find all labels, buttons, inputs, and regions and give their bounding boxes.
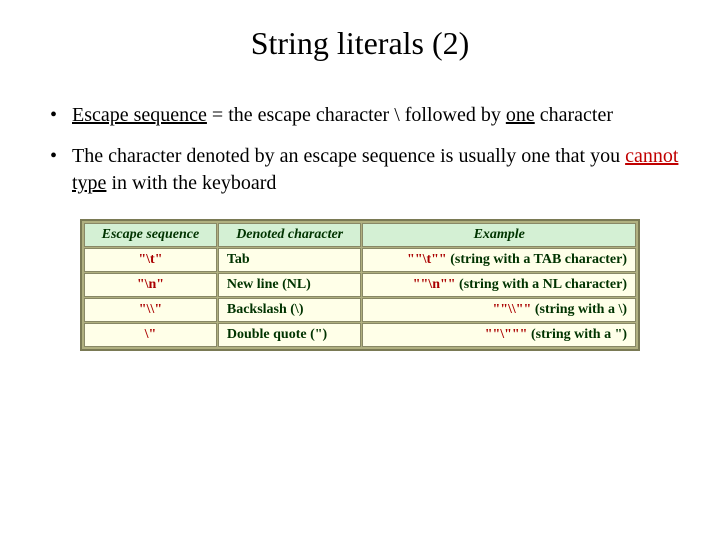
cell-example: ""\\"" (string with a \) — [362, 298, 636, 322]
cell-denoted: Double quote (") — [218, 323, 362, 347]
example-literal: ""\""" — [485, 327, 528, 342]
cell-denoted: Tab — [218, 248, 362, 272]
cell-example: ""\n"" (string with a NL character) — [362, 273, 636, 297]
example-desc: (string with a NL character) — [456, 277, 627, 292]
table-row: "\t" Tab ""\t"" (string with a TAB chara… — [84, 248, 636, 272]
cell-seq: "\\" — [84, 298, 217, 322]
bullet-2-type: type — [72, 172, 106, 194]
example-desc: (string with a TAB character) — [447, 252, 627, 267]
bullet-1-one: one — [506, 104, 535, 126]
th-denoted-character: Denoted character — [218, 223, 362, 247]
escape-table-wrap: Escape sequence Denoted character Exampl… — [80, 219, 640, 351]
cell-example: ""\t"" (string with a TAB character) — [362, 248, 636, 272]
th-escape-sequence: Escape sequence — [84, 223, 217, 247]
example-desc: (string with a ") — [527, 327, 627, 342]
bullet-1: Escape sequence = the escape character \… — [50, 102, 680, 129]
example-desc: (string with a \) — [531, 302, 627, 317]
bullet-2-pre: The character denoted by an escape seque… — [72, 145, 625, 167]
bullet-1-post1: followed by — [400, 104, 506, 126]
cell-denoted: New line (NL) — [218, 273, 362, 297]
bullet-1-term: Escape sequence — [72, 104, 207, 126]
bullet-2-cannot: cannot — [625, 145, 678, 167]
table-row: "\\" Backslash (\) ""\\"" (string with a… — [84, 298, 636, 322]
example-literal: ""\\"" — [492, 302, 531, 317]
cell-seq: "\n" — [84, 273, 217, 297]
escape-table: Escape sequence Denoted character Exampl… — [83, 222, 637, 348]
bullet-list: Escape sequence = the escape character \… — [50, 102, 680, 197]
cell-seq: "\t" — [84, 248, 217, 272]
example-literal: ""\n"" — [413, 277, 456, 292]
bullet-2-post: in with the keyboard — [106, 172, 276, 194]
table-header-row: Escape sequence Denoted character Exampl… — [84, 223, 636, 247]
bullet-1-post2: character — [535, 104, 613, 126]
bullet-1-mid: = the escape character — [207, 104, 394, 126]
table-row: \" Double quote (") ""\""" (string with … — [84, 323, 636, 347]
cell-denoted: Backslash (\) — [218, 298, 362, 322]
bullet-2: The character denoted by an escape seque… — [50, 143, 680, 197]
table-row: "\n" New line (NL) ""\n"" (string with a… — [84, 273, 636, 297]
cell-seq: \" — [84, 323, 217, 347]
slide-title: String literals (2) — [40, 25, 680, 62]
cell-example: ""\""" (string with a ") — [362, 323, 636, 347]
th-example: Example — [362, 223, 636, 247]
example-literal: ""\t"" — [407, 252, 447, 267]
